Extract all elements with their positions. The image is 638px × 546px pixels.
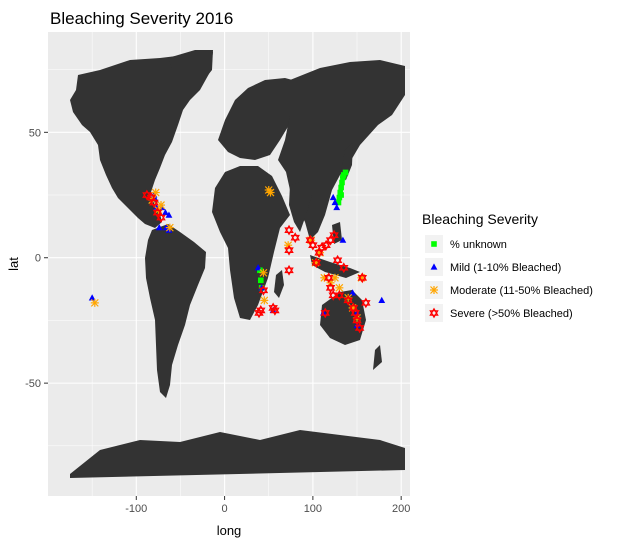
data-point-star <box>352 315 362 326</box>
data-point-star <box>343 294 353 306</box>
land-india <box>289 180 312 232</box>
data-point-star <box>270 305 280 316</box>
data-point-triangle <box>155 224 163 231</box>
data-point-asterisk <box>335 283 344 292</box>
data-point-triangle <box>349 289 357 296</box>
data-point-star <box>357 272 368 284</box>
data-point-star <box>311 257 322 269</box>
data-point-asterisk <box>90 298 99 307</box>
legend-label: Moderate (11-50% Bleached) <box>450 285 593 297</box>
data-point-star <box>308 239 318 251</box>
data-point-star <box>142 189 152 201</box>
data-point-triangle <box>331 198 339 206</box>
y-tick-label: 0 <box>35 253 41 265</box>
land-greenland <box>168 50 213 90</box>
legend-item: Severe (>50% Bleached) <box>425 304 573 322</box>
chart-title: Bleaching Severity 2016 <box>50 9 233 28</box>
land-europe <box>218 78 300 160</box>
data-point-triangle <box>329 193 337 201</box>
data-point-triangle <box>165 211 173 218</box>
data-point-star <box>321 239 331 251</box>
legend-label: % unknown <box>450 239 507 251</box>
data-point-star <box>316 242 327 254</box>
legend-item: Moderate (11-50% Bleached) <box>425 281 593 299</box>
legend-marker-square <box>431 241 437 247</box>
data-point-star <box>329 229 339 241</box>
data-point-star <box>152 207 163 218</box>
legend-marker-triangle <box>430 263 438 270</box>
data-point-triangle <box>339 236 347 243</box>
data-point-star <box>354 322 365 334</box>
data-points <box>88 169 386 334</box>
data-point-triangle <box>254 264 262 271</box>
data-point-star <box>284 244 294 256</box>
data-point-star <box>156 212 166 223</box>
data-point-star <box>149 197 159 208</box>
data-point-star <box>258 284 269 296</box>
data-point-star <box>325 234 336 246</box>
data-point-star <box>339 262 349 274</box>
land-indonesia <box>310 255 360 278</box>
data-point-star <box>320 307 330 319</box>
x-tick-label: -100 <box>125 503 147 515</box>
data-point-square <box>338 184 344 191</box>
x-tick-label: 100 <box>304 503 322 515</box>
data-point-star <box>332 254 343 266</box>
data-point-star <box>324 272 334 284</box>
land-south-america <box>145 224 206 398</box>
data-point-star <box>290 232 300 244</box>
x-tick-label: 0 <box>222 503 228 515</box>
data-point-star <box>256 305 266 316</box>
data-point-star <box>334 289 345 301</box>
y-axis-label: lat <box>6 257 21 271</box>
data-point-triangle <box>378 296 386 303</box>
legend-label: Severe (>50% Bleached) <box>450 308 573 320</box>
data-point-star <box>325 282 336 294</box>
data-point-star <box>284 264 294 276</box>
world-map <box>70 50 405 478</box>
y-tick-label: -50 <box>25 378 41 390</box>
data-point-square <box>342 169 349 176</box>
land-australia <box>320 290 366 345</box>
legend-label: Mild (1-10% Bleached) <box>450 262 561 274</box>
legend-item: % unknown <box>425 235 507 253</box>
data-point-asterisk <box>259 268 268 277</box>
data-point-star <box>350 307 360 319</box>
data-point-triangle <box>162 208 169 216</box>
data-point-star <box>328 289 338 301</box>
data-point-star <box>361 297 371 309</box>
x-tick-label: 200 <box>392 503 410 515</box>
data-point-asterisk <box>266 188 275 197</box>
legend: Bleaching Severity % unknown Mild (1-10% … <box>422 211 593 322</box>
y-tick-label: 50 <box>29 127 41 139</box>
legend-marker-asterisk <box>430 286 438 294</box>
data-point-star <box>284 224 294 236</box>
legend-key <box>425 304 443 322</box>
land-antarctica <box>70 430 405 478</box>
legend-marker-star <box>429 307 439 319</box>
data-point-asterisk <box>260 296 269 305</box>
data-point-square <box>338 192 344 198</box>
land-madagascar <box>274 270 284 298</box>
legend-item: Mild (1-10% Bleached) <box>425 258 561 276</box>
x-axis-ticks: -100 0 100 200 <box>125 496 410 515</box>
data-point-square <box>257 277 264 284</box>
data-point-triangle <box>88 294 96 301</box>
data-point-triangle <box>333 203 341 211</box>
data-point-square <box>335 199 342 206</box>
data-point-asterisk <box>165 223 174 232</box>
land-africa <box>212 166 290 320</box>
land-north-america <box>70 50 213 228</box>
data-point-square <box>339 179 345 186</box>
legend-title: Bleaching Severity <box>422 211 538 227</box>
land-new-zealand <box>373 345 382 370</box>
y-axis-ticks: -50 0 50 <box>25 127 48 390</box>
x-axis-label: long <box>217 523 242 538</box>
